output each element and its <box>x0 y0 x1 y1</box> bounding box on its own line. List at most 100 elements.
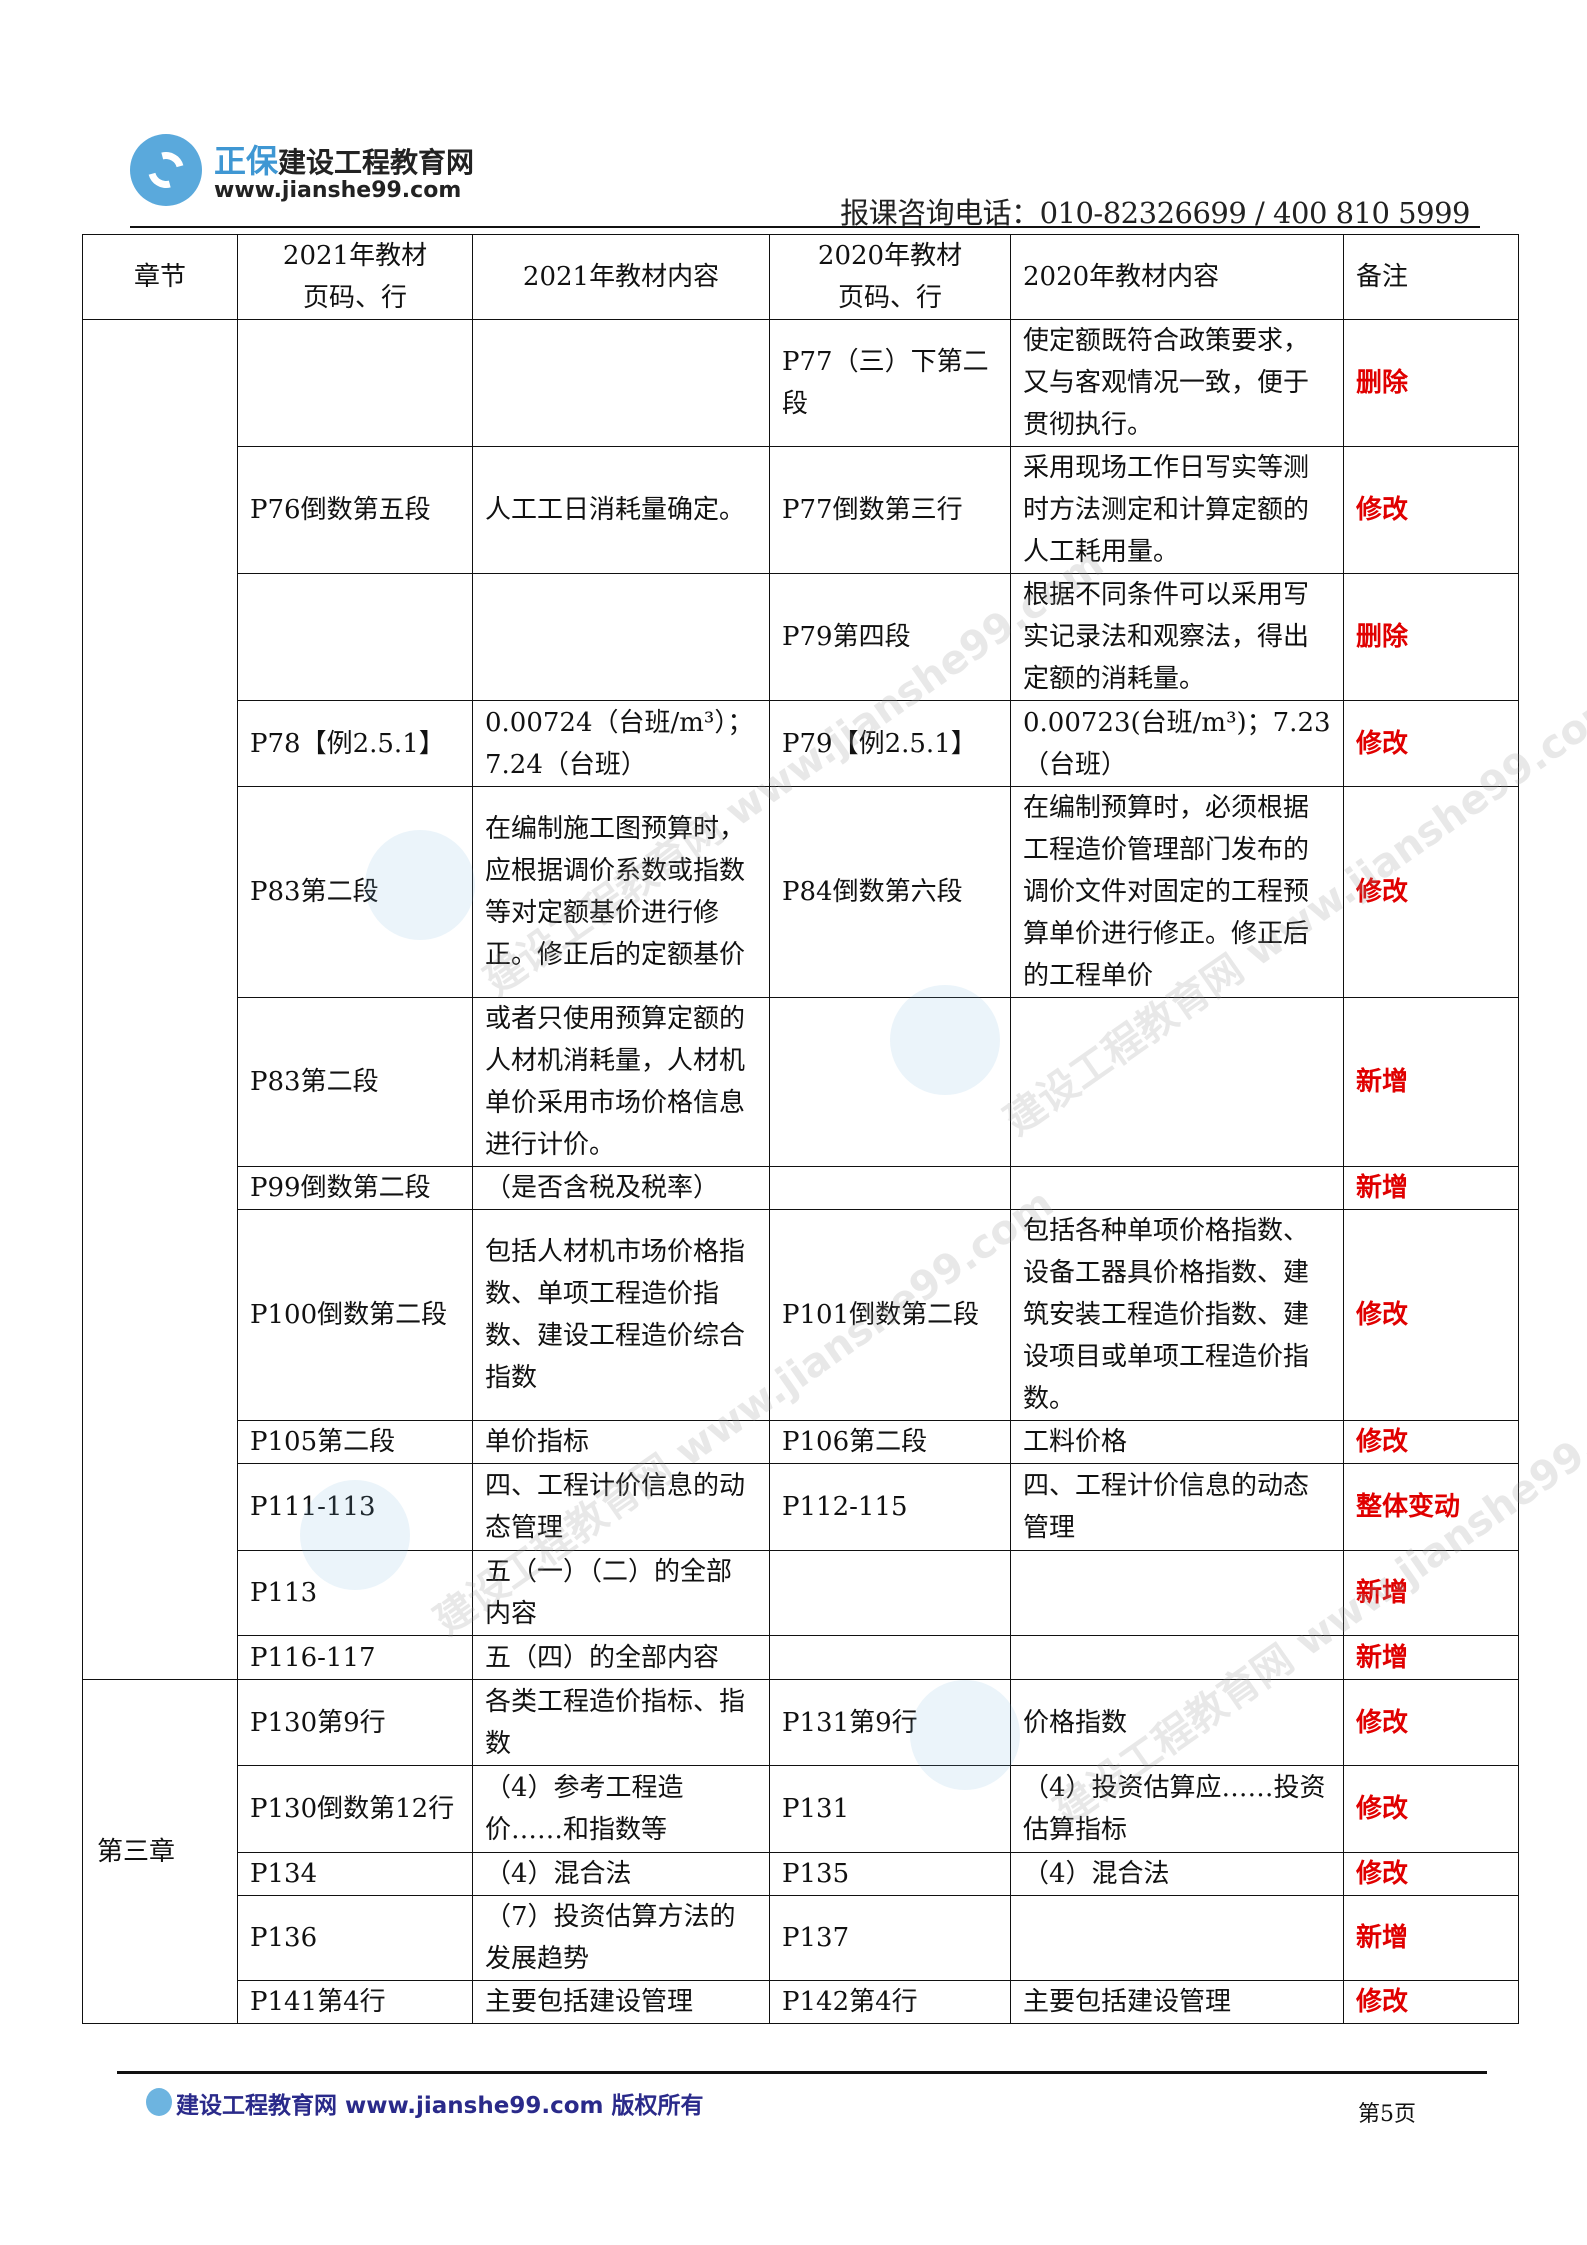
content-2020-cell <box>1010 1635 1344 1680</box>
page-2020-cell: P135 <box>769 1852 1011 1896</box>
page-2020-cell: P84倒数第六段 <box>769 786 1011 998</box>
header-2020-page: 2020年教材 页码、行 <box>769 234 1011 320</box>
page-number: 第5页 <box>1358 2102 1416 2127</box>
page-2021-cell: P100倒数第二段 <box>237 1209 473 1421</box>
note-cell: 整体变动 <box>1343 1463 1519 1551</box>
note-cell: 新增 <box>1343 1895 1519 1981</box>
content-2020-cell: 采用现场工作日写实等测时方法测定和计算定额的人工耗用量。 <box>1010 446 1344 574</box>
header-chapter: 章节 <box>82 234 238 320</box>
page-2021-cell: P105第二段 <box>237 1420 473 1464</box>
table-header-row: 章节 2021年教材 页码、行 2021年教材内容 2020年教材 页码、行 2… <box>82 234 1519 320</box>
page-2021-cell: P113 <box>237 1550 473 1636</box>
content-2021-cell: 0.00724（台班/m³）；7.24（台班） <box>472 700 770 787</box>
page-2020-cell: P79【例2.5.1】 <box>769 700 1011 787</box>
note-cell: 修改 <box>1343 1765 1519 1853</box>
content-2020-cell: 工料价格 <box>1010 1420 1344 1464</box>
content-2020-cell: （4）投资估算应……投资估算指标 <box>1010 1765 1344 1853</box>
table-row: P83第二段 或者只使用预算定额的人材机消耗量，人材机单价采用市场价格信息进行计价… <box>83 997 1519 1167</box>
content-2021-cell: （4）混合法 <box>472 1852 770 1896</box>
content-2020-cell: 使定额既符合政策要求，又与客观情况一致，便于贯彻执行。 <box>1010 319 1344 447</box>
page-2020-cell <box>769 1635 1011 1680</box>
page-2021-cell: P130第9行 <box>237 1679 473 1766</box>
header-2021-page: 2021年教材 页码、行 <box>237 234 473 320</box>
footer-divider <box>117 2071 1487 2074</box>
table-row: P99倒数第二段 （是否含税及税率） 新增 <box>83 1166 1519 1210</box>
note-cell: 新增 <box>1343 1166 1519 1210</box>
content-2020-cell: 包括各种单项价格指数、设备工器具价格指数、建筑安装工程造价指数、建设项目或单项工… <box>1010 1209 1344 1421</box>
content-2020-cell: 四、工程计价信息的动态管理 <box>1010 1463 1344 1551</box>
chapter-cell <box>82 319 238 1680</box>
table-row: P134 （4）混合法 P135 （4）混合法 修改 <box>83 1852 1519 1896</box>
content-2021-cell: （7）投资估算方法的发展趋势 <box>472 1895 770 1981</box>
header-note: 备注 <box>1343 234 1519 320</box>
page-2021-cell: P136 <box>237 1895 473 1981</box>
table-row: P100倒数第二段 包括人材机市场价格指数、单项工程造价指数、建设工程造价综合指数… <box>83 1209 1519 1421</box>
content-2021-cell: 包括人材机市场价格指数、单项工程造价指数、建设工程造价综合指数 <box>472 1209 770 1421</box>
chapter-cell: 第三章 <box>82 1679 238 2024</box>
textbook-changes-table: 章节 2021年教材 页码、行 2021年教材内容 2020年教材 页码、行 2… <box>82 234 1519 2024</box>
table-row: P76倒数第五段 人工工日消耗量确定。 P77倒数第三行 采用现场工作日写实等测时方法… <box>83 446 1519 574</box>
note-cell: 新增 <box>1343 1635 1519 1680</box>
note-cell: 修改 <box>1343 786 1519 998</box>
logo-brand: 正保建设工程教育网 <box>214 142 475 180</box>
table-row: P78【例2.5.1】 0.00724（台班/m³）；7.24（台班） P79【例2… <box>83 700 1519 787</box>
page-2021-cell: P78【例2.5.1】 <box>237 700 473 787</box>
content-2020-cell <box>1010 1166 1344 1210</box>
page-2020-cell <box>769 1166 1011 1210</box>
table-row: P83第二段 在编制施工图预算时，应根据调价系数或指数等对定额基价进行修正。修正后… <box>83 786 1519 998</box>
table-row: 第三章 P130第9行 各类工程造价指标、指数 P131第9行 价格指数 修改 <box>82 1679 1519 2024</box>
note-cell: 修改 <box>1343 1852 1519 1896</box>
content-2021-cell: （是否含税及税率） <box>472 1166 770 1210</box>
table-row: P141第4行 主要包括建设管理 P142第4行 主要包括建设管理 修改 <box>83 1980 1519 2024</box>
content-2020-cell: 在编制预算时，必须根据工程造价管理部门发布的调价文件对固定的工程预算单价进行修正… <box>1010 786 1344 998</box>
page-2021-cell: P83第二段 <box>237 786 473 998</box>
content-2021-cell: 单价指标 <box>472 1420 770 1464</box>
table-row: P111-113 四、工程计价信息的动态管理 P112-115 四、工程计价信息的动态… <box>83 1463 1519 1551</box>
page-2020-cell: P101倒数第二段 <box>769 1209 1011 1421</box>
page-2020-cell: P77（三）下第二段 <box>769 319 1011 447</box>
consult-phone: 报课咨询电话：010-82326699 / 400 810 5999 <box>840 196 1470 230</box>
page-2021-cell: P130倒数第12行 <box>237 1765 473 1853</box>
table-row: P116-117 五（四）的全部内容 新增 <box>83 1635 1519 1680</box>
note-cell: 修改 <box>1343 1209 1519 1421</box>
note-cell: 新增 <box>1343 997 1519 1167</box>
page-2021-cell: P141第4行 <box>237 1980 473 2024</box>
page-2020-cell: P79第四段 <box>769 573 1011 701</box>
content-2020-cell <box>1010 997 1344 1167</box>
note-cell: 删除 <box>1343 573 1519 701</box>
table-row: P136 （7）投资估算方法的发展趋势 P137 新增 <box>83 1895 1519 1981</box>
content-2021-cell: 在编制施工图预算时，应根据调价系数或指数等对定额基价进行修正。修正后的定额基价 <box>472 786 770 998</box>
page-2020-cell: P77倒数第三行 <box>769 446 1011 574</box>
page-2020-cell <box>769 1550 1011 1636</box>
content-2020-cell: 根据不同条件可以采用写实记录法和观察法，得出定额的消耗量。 <box>1010 573 1344 701</box>
content-2021-cell <box>472 573 770 701</box>
content-2021-cell: 五（一）（二）的全部内容 <box>472 1550 770 1636</box>
content-2021-cell: 四、工程计价信息的动态管理 <box>472 1463 770 1551</box>
content-2021-cell <box>472 319 770 447</box>
content-2020-cell <box>1010 1895 1344 1981</box>
table-row: P79第四段 根据不同条件可以采用写实记录法和观察法，得出定额的消耗量。 删除 <box>83 573 1519 701</box>
page-2020-cell: P106第二段 <box>769 1420 1011 1464</box>
page-2020-cell: P131 <box>769 1765 1011 1853</box>
content-2021-cell: （4）参考工程造价……和指数等 <box>472 1765 770 1853</box>
page-2021-cell: P83第二段 <box>237 997 473 1167</box>
content-2020-cell <box>1010 1550 1344 1636</box>
page-2020-cell: P142第4行 <box>769 1980 1011 2024</box>
page-2021-cell: P116-117 <box>237 1635 473 1680</box>
header-2020-content: 2020年教材内容 <box>1010 234 1344 320</box>
logo-url: www.jianshe99.com <box>214 178 462 203</box>
note-cell: 修改 <box>1343 700 1519 787</box>
note-cell: 修改 <box>1343 1679 1519 1766</box>
content-2020-cell: 0.00723(台班/m³)；7.23（台班） <box>1010 700 1344 787</box>
page-2020-cell: P137 <box>769 1895 1011 1981</box>
page-2021-cell: P76倒数第五段 <box>237 446 473 574</box>
content-2020-cell: （4）混合法 <box>1010 1852 1344 1896</box>
table-row: P113 五（一）（二）的全部内容 新增 <box>83 1550 1519 1636</box>
note-cell: 删除 <box>1343 319 1519 447</box>
logo: 正保建设工程教育网 www.jianshe99.com <box>130 130 474 215</box>
table-row: P77（三）下第二段 使定额既符合政策要求，又与客观情况一致，便于贯彻执行。 删除 <box>82 319 1519 1680</box>
header-2021-content: 2021年教材内容 <box>472 234 770 320</box>
table-row: P105第二段 单价指标 P106第二段 工料价格 修改 <box>83 1420 1519 1464</box>
content-2020-cell: 价格指数 <box>1010 1679 1344 1766</box>
logo-icon <box>130 134 202 206</box>
